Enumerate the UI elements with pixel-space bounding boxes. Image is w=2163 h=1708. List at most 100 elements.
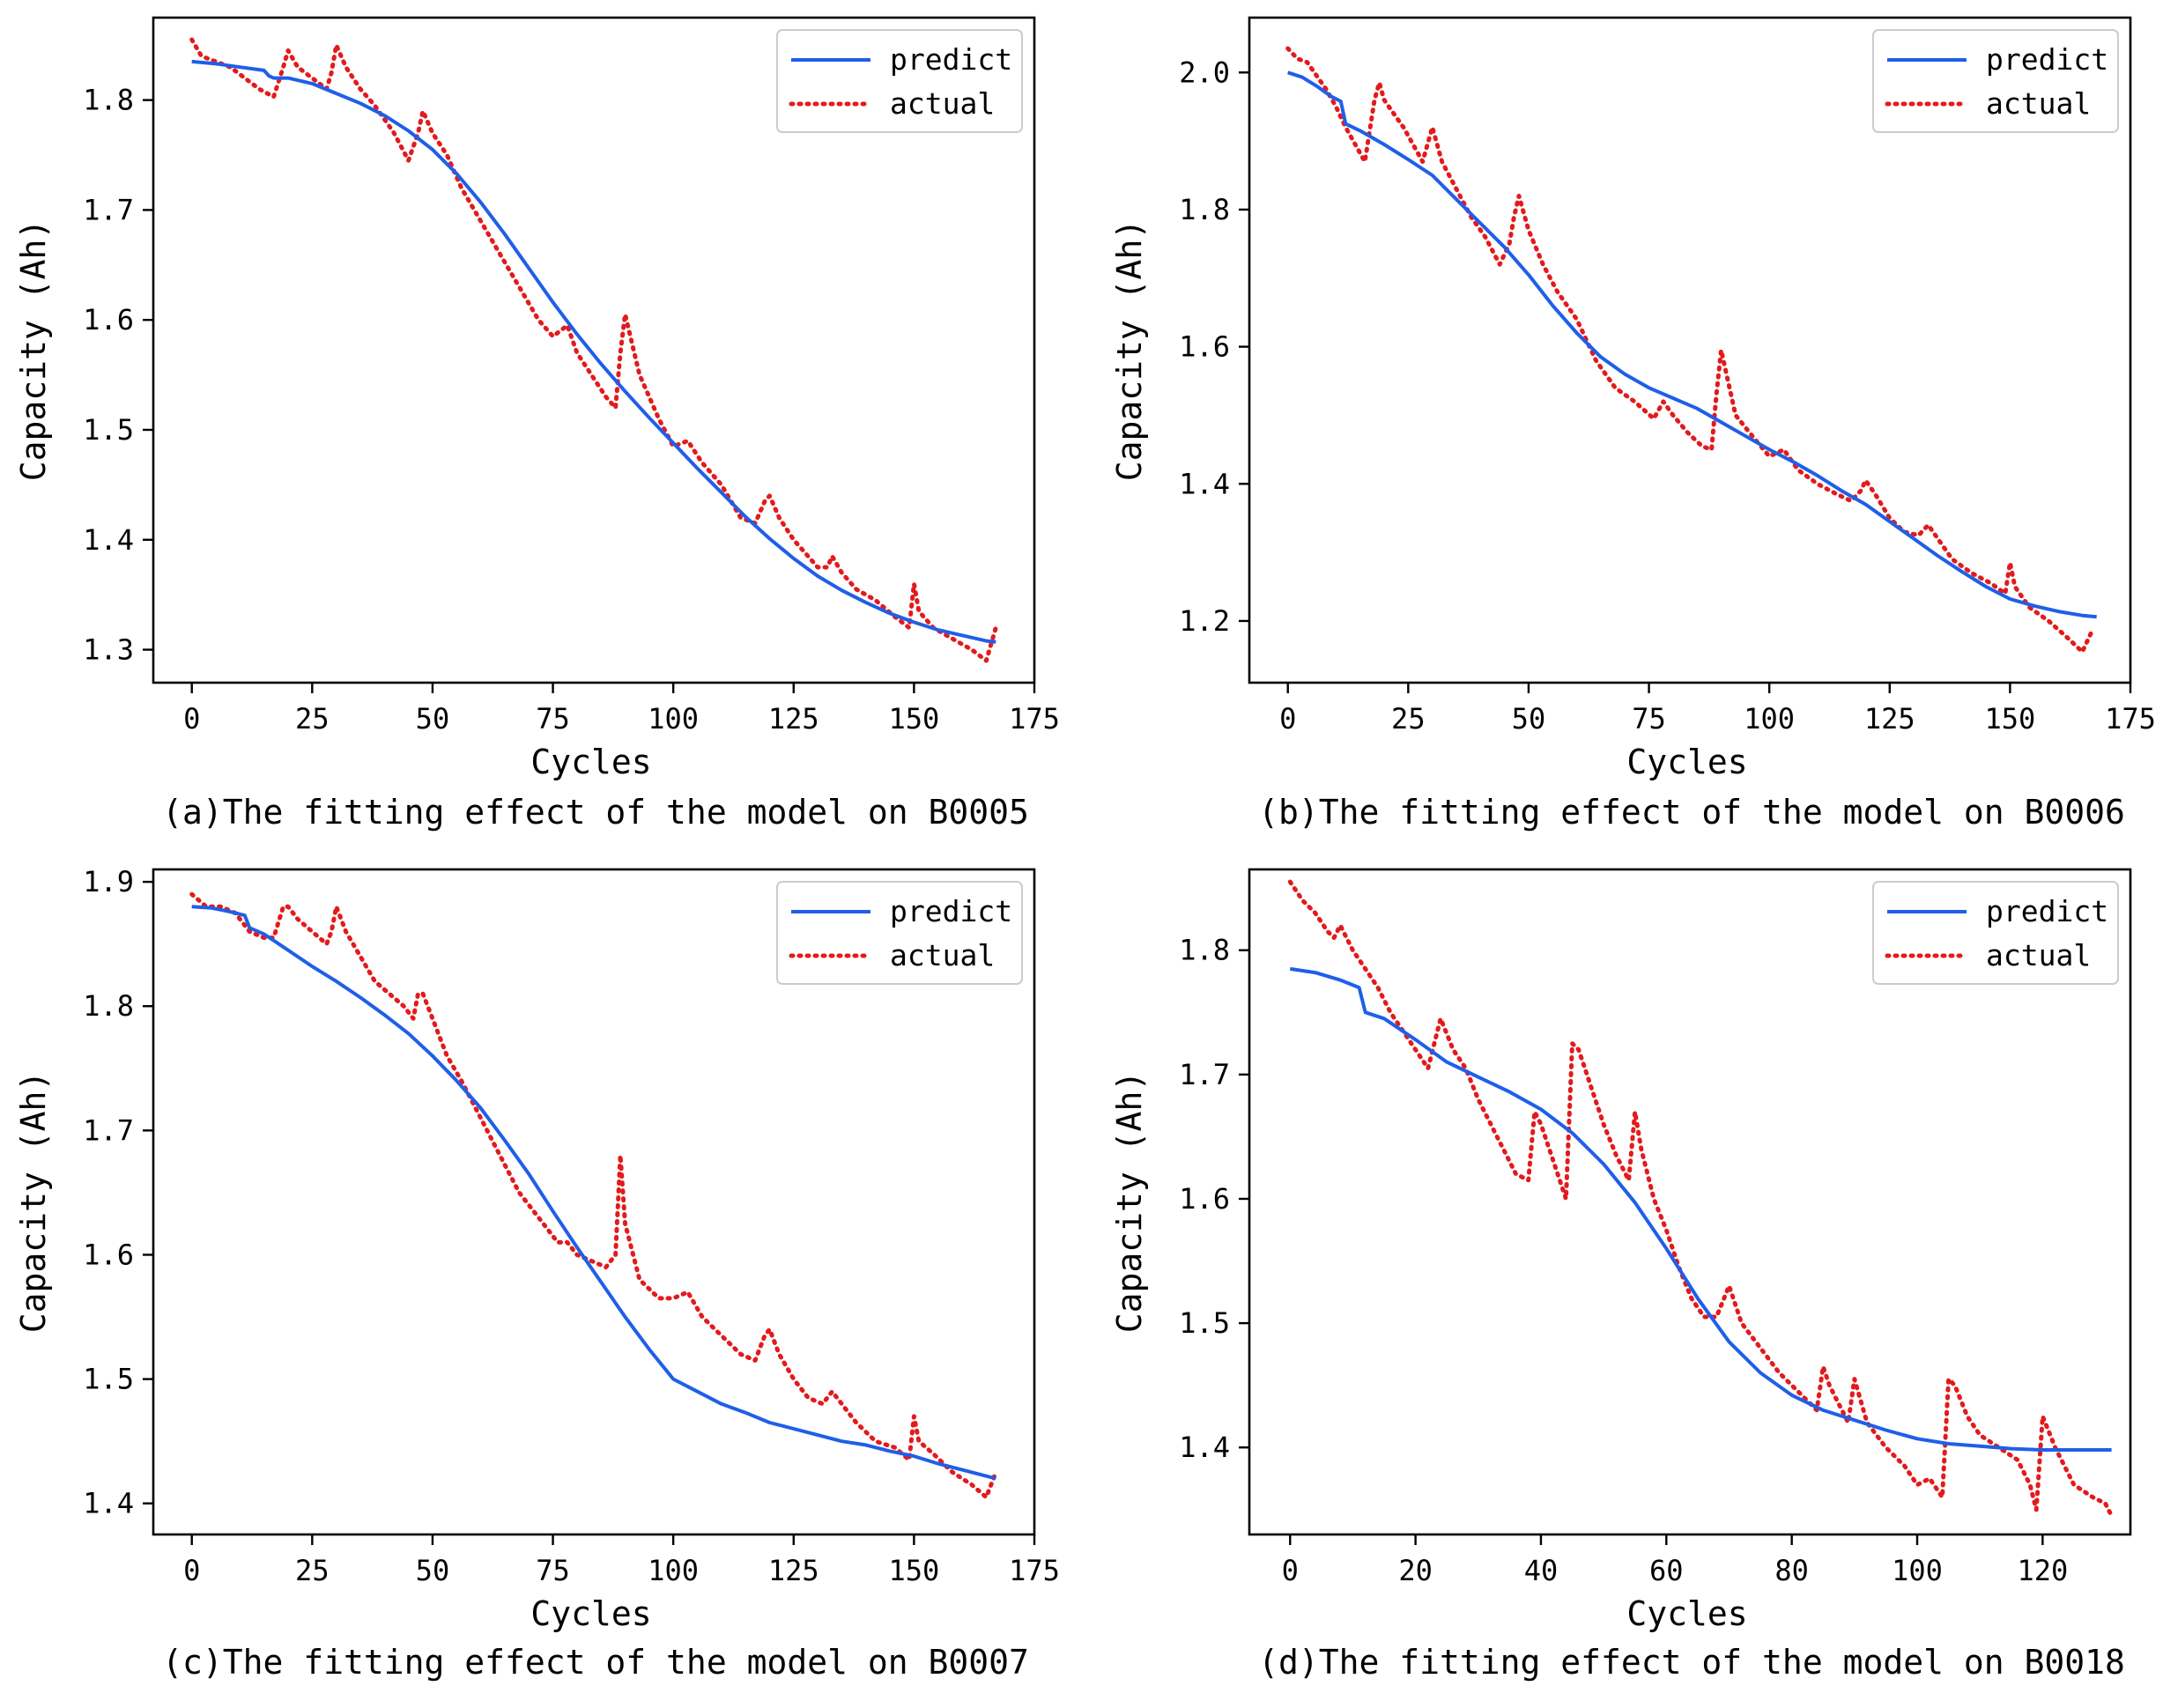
y-axis-label-d: Capacity (Ah)	[1110, 1071, 1149, 1333]
y-tick-label-a-5: 1.8	[83, 84, 134, 117]
y-tick-label-b-3: 1.8	[1179, 193, 1230, 226]
y-tick-label-b-2: 1.6	[1179, 330, 1230, 364]
x-tick-label-c-2: 50	[416, 1554, 450, 1587]
x-tick-label-b-5: 125	[1864, 702, 1915, 736]
y-axis-label-a: Capacity (Ah)	[14, 219, 53, 481]
series-line-predict-a	[191, 59, 996, 644]
legend-label-actual-c: actual	[890, 938, 995, 972]
x-tick-label-d-6: 120	[2017, 1554, 2068, 1587]
axes-frame-c	[152, 868, 1036, 1536]
plot-area-d	[1287, 879, 2115, 1519]
legend-box-c	[776, 881, 1023, 985]
x-axis-label-a: Cycles	[530, 743, 651, 781]
legend-label-predict-c: predict	[890, 894, 1012, 928]
chart-b: 0 25 50 75 100 125 150 175 1.2 1.4 1.6 1.8 2.0 Cycles…	[1110, 16, 2156, 781]
series-line-predict-d	[1290, 966, 2112, 1452]
axes-frame-b	[1248, 16, 2132, 684]
series-line-actual-b	[1285, 46, 2094, 654]
y-tick-label-b-0: 1.2	[1179, 604, 1230, 638]
series-line-actual-a	[189, 37, 998, 663]
y-tick-label-d-4: 1.8	[1179, 934, 1230, 967]
x-axis-label-c: Cycles	[530, 1594, 651, 1633]
y-tick-label-b-1: 1.4	[1179, 467, 1230, 500]
x-tick-label-d-1: 20	[1398, 1554, 1433, 1587]
y-tick-label-d-3: 1.7	[1179, 1058, 1230, 1091]
y-tick-label-d-2: 1.6	[1179, 1182, 1230, 1216]
axes-frame-a	[152, 16, 1036, 684]
legend-label-predict-a: predict	[890, 42, 1012, 77]
x-tick-label-a-4: 100	[648, 702, 699, 736]
series-line-predict-c	[191, 905, 996, 1481]
plot-area-c	[189, 891, 998, 1500]
series-line-predict-b	[1287, 70, 2097, 619]
x-tick-label-c-6: 150	[888, 1554, 939, 1587]
legend-label-actual-a: actual	[890, 86, 995, 121]
x-axis-label-b: Cycles	[1626, 743, 1747, 781]
x-tick-label-d-5: 100	[1892, 1554, 1943, 1587]
y-tick-label-a-1: 1.4	[83, 523, 134, 557]
legend-label-actual-b: actual	[1986, 86, 2091, 121]
x-tick-label-a-5: 125	[768, 702, 819, 736]
x-tick-label-b-6: 150	[1984, 702, 2035, 736]
legend-box-d	[1872, 881, 2119, 985]
y-tick-label-d-0: 1.4	[1179, 1431, 1230, 1464]
x-tick-label-a-3: 75	[536, 702, 570, 736]
caption-b: (b)The fitting effect of the model on B0…	[1258, 793, 2125, 832]
chart-d: 0 20 40 60 80 100 120 1.4 1.5 1.6 1.7 1.8 Cycles Capa…	[1110, 868, 2132, 1633]
caption-d: (d)The fitting effect of the model on B0…	[1258, 1643, 2125, 1682]
x-tick-label-a-0: 0	[183, 702, 200, 736]
y-tick-label-c-2: 1.6	[83, 1238, 134, 1271]
legend-label-predict-d: predict	[1986, 894, 2108, 928]
chart-c: 0 25 50 75 100 125 150 175 1.4 1.5 1.6 1.7 1.8 1.9 Cyc…	[14, 865, 1060, 1633]
y-tick-label-c-1: 1.5	[83, 1363, 134, 1396]
x-tick-label-b-2: 50	[1512, 702, 1546, 736]
legend-b: predict actual	[1872, 29, 2119, 133]
y-tick-label-a-0: 1.3	[83, 633, 134, 667]
x-tick-label-c-5: 125	[768, 1554, 819, 1587]
x-tick-label-c-4: 100	[648, 1554, 699, 1587]
x-tick-label-c-3: 75	[536, 1554, 570, 1587]
x-tick-label-b-0: 0	[1279, 702, 1296, 736]
y-axis-label-c: Capacity (Ah)	[14, 1071, 53, 1333]
y-tick-label-d-1: 1.5	[1179, 1306, 1230, 1340]
y-tick-label-a-4: 1.7	[83, 193, 134, 226]
y-tick-label-c-4: 1.8	[83, 989, 134, 1023]
legend-d: predict actual	[1872, 881, 2119, 985]
legend-box-b	[1872, 29, 2119, 133]
legend-c: predict actual	[776, 881, 1023, 985]
x-tick-label-d-4: 80	[1774, 1554, 1809, 1587]
axes-frame-d	[1248, 868, 2132, 1536]
legend-label-predict-b: predict	[1986, 42, 2108, 77]
x-tick-label-b-4: 100	[1744, 702, 1795, 736]
x-tick-label-b-1: 25	[1391, 702, 1426, 736]
plot-area-b	[1285, 46, 2097, 654]
y-tick-label-c-0: 1.4	[83, 1487, 134, 1520]
x-tick-label-d-2: 40	[1524, 1554, 1559, 1587]
y-tick-label-c-3: 1.7	[83, 1113, 134, 1147]
x-tick-label-a-2: 50	[416, 702, 450, 736]
caption-c: (c)The fitting effect of the model on B0…	[162, 1643, 1029, 1682]
x-tick-label-c-0: 0	[183, 1554, 200, 1587]
y-tick-label-a-2: 1.5	[83, 413, 134, 447]
y-tick-label-c-5: 1.9	[83, 865, 134, 898]
x-axis-label-d: Cycles	[1626, 1594, 1747, 1633]
legend-a: predict actual	[776, 29, 1023, 133]
x-tick-label-b-7: 175	[2105, 702, 2156, 736]
x-tick-label-d-3: 60	[1649, 1554, 1684, 1587]
x-tick-label-c-7: 175	[1009, 1554, 1060, 1587]
x-tick-label-d-0: 0	[1282, 1554, 1299, 1587]
y-tick-label-b-4: 2.0	[1179, 55, 1230, 89]
x-tick-label-b-3: 75	[1632, 702, 1666, 736]
x-tick-label-c-1: 25	[295, 1554, 330, 1587]
x-tick-label-a-7: 175	[1009, 702, 1060, 736]
chart-a: 0 25 50 75 100 125 150 175 1.3 1.4 1.5 1.6 1.7 1.8 Cyc…	[14, 16, 1060, 781]
caption-a: (a)The fitting effect of the model on B0…	[162, 793, 1029, 832]
y-tick-label-a-3: 1.6	[83, 303, 134, 336]
y-axis-label-b: Capacity (Ah)	[1110, 219, 1149, 481]
legend-label-actual-d: actual	[1986, 938, 2091, 972]
x-tick-label-a-6: 150	[888, 702, 939, 736]
x-tick-label-a-1: 25	[295, 702, 330, 736]
legend-box-a	[776, 29, 1023, 133]
plot-area-a	[189, 37, 998, 663]
